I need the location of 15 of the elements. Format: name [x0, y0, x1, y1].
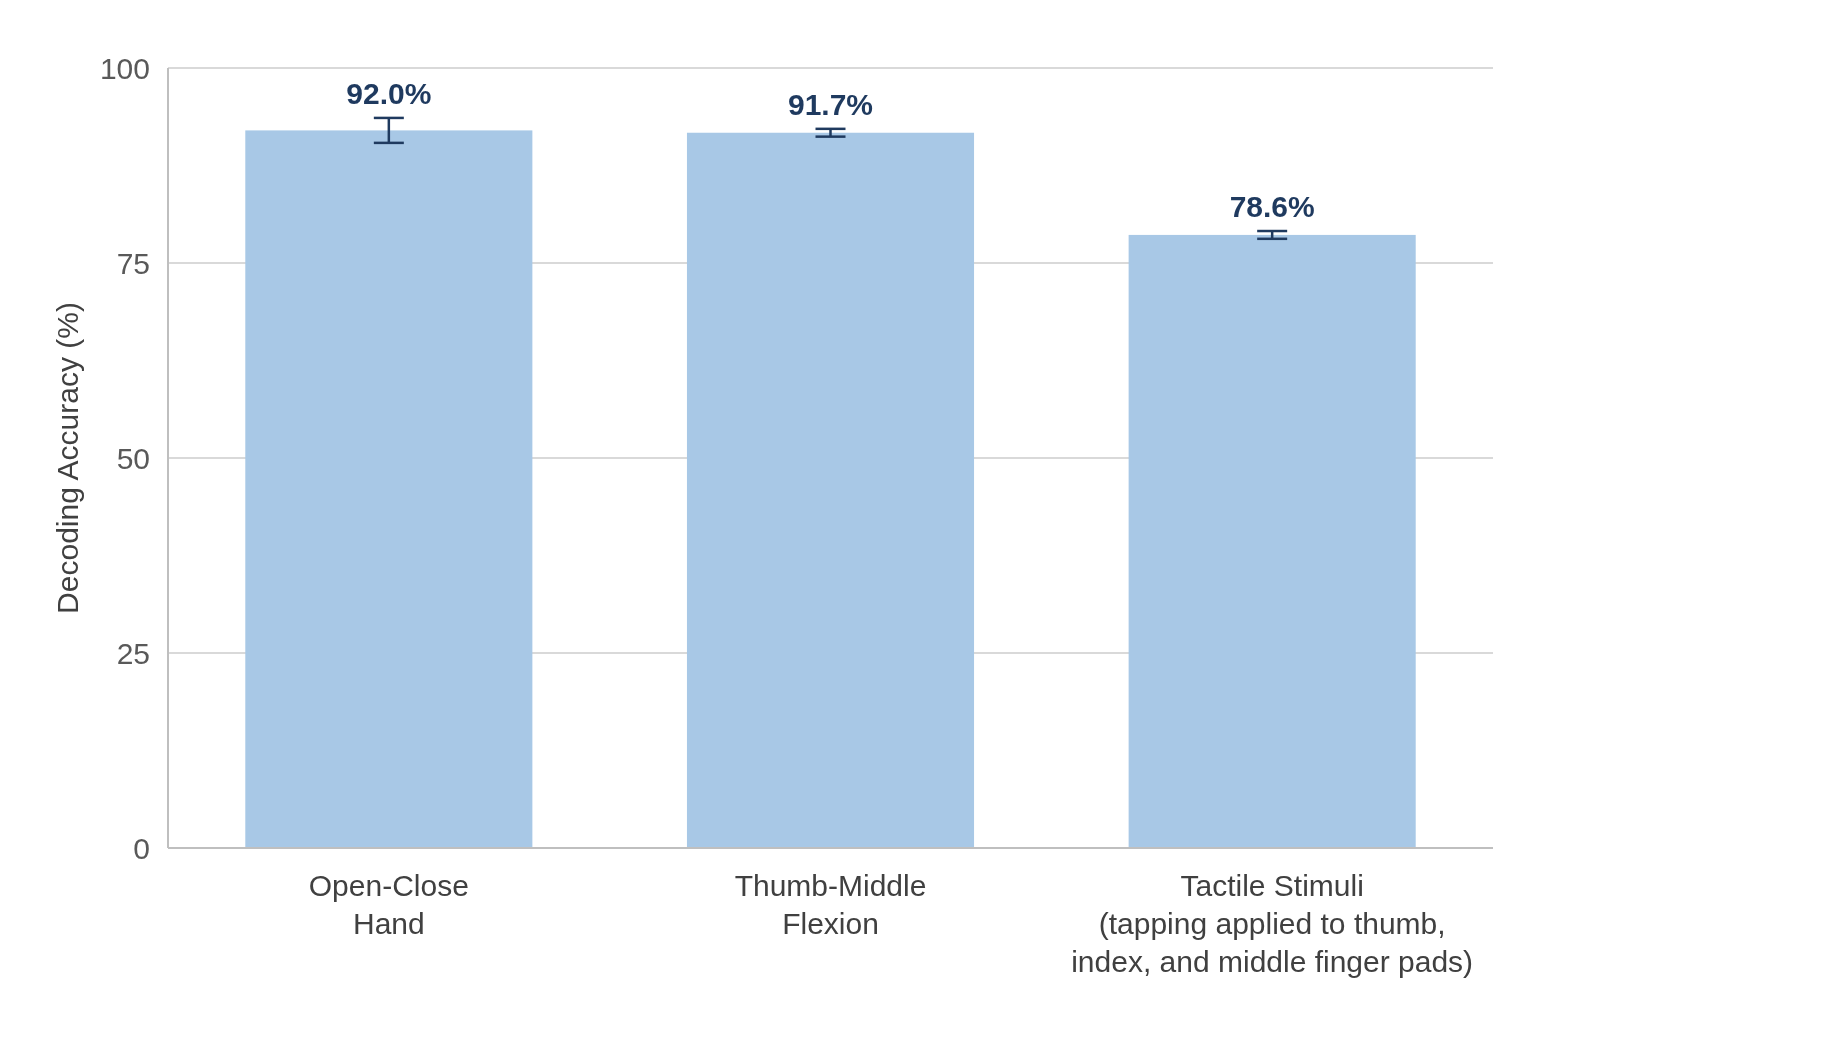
bar: [245, 130, 533, 848]
y-tick-label: 100: [99, 51, 150, 85]
x-tick-label: Open-Close Hand: [308, 869, 469, 940]
y-tick-label: 75: [116, 246, 150, 280]
bar: [1128, 234, 1416, 848]
y-axis-title: Decoding Accuracy (%): [51, 302, 84, 614]
y-tick-label: 25: [116, 636, 150, 670]
x-tick-label: Thumb-Middle Flexion: [734, 869, 927, 940]
x-tick-label: Tactile Stimuli (tapping applied to thumb, index, and middle finger pads): [1071, 869, 1474, 978]
y-tick-label: 50: [116, 441, 150, 475]
bar: [686, 132, 975, 848]
data-label: 78.6%: [1229, 190, 1315, 224]
data-label: 91.7%: [787, 87, 874, 121]
y-tick-label: 0: [133, 831, 150, 865]
data-label: 92.0%: [346, 76, 432, 110]
